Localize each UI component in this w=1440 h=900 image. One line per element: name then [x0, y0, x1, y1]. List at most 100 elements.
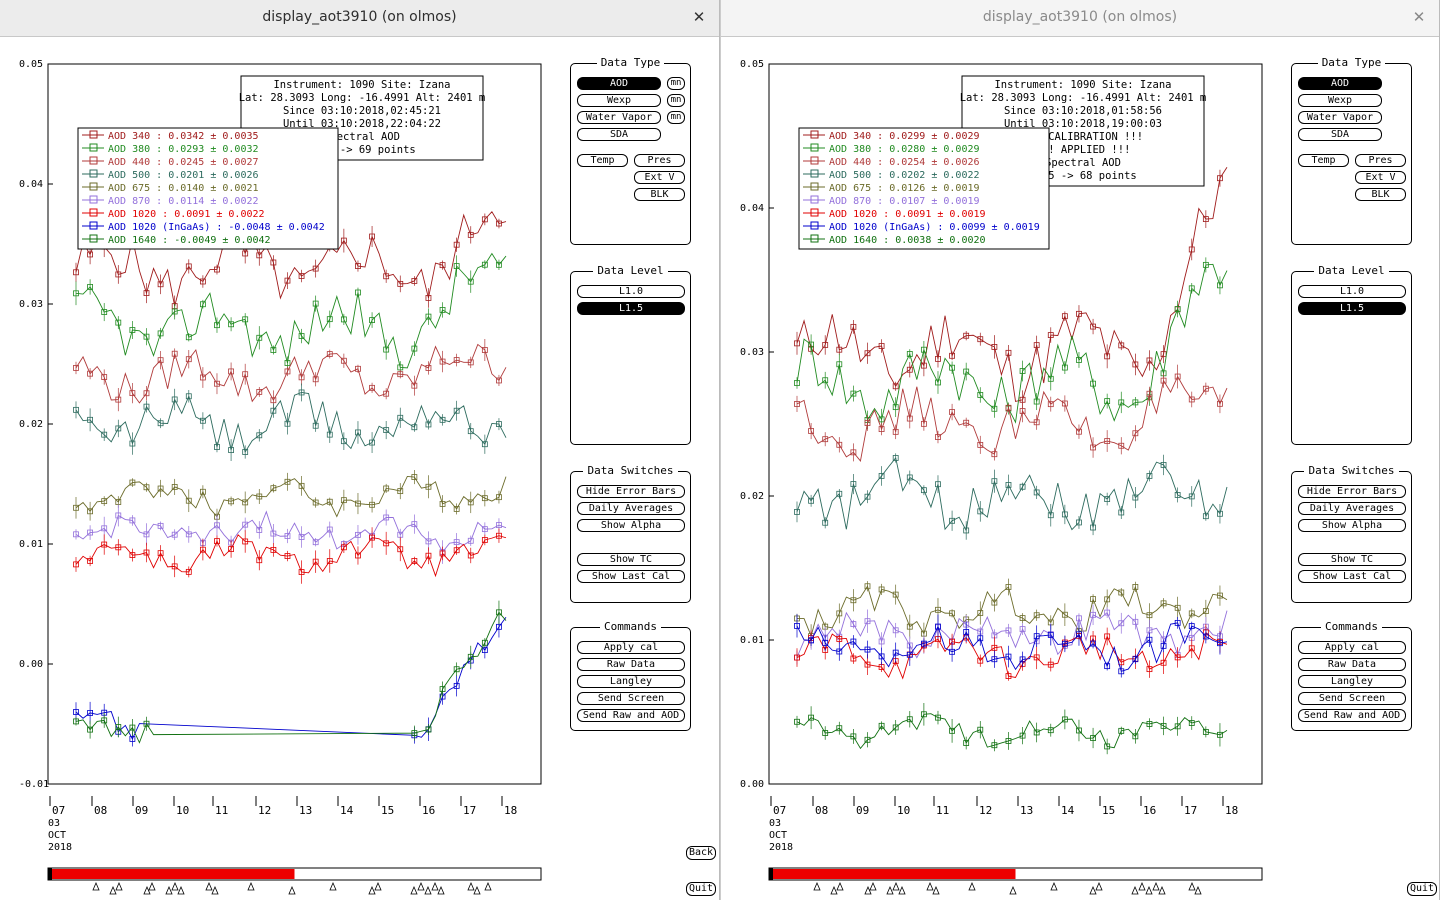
data-point [73, 709, 79, 715]
blk-button[interactable]: BLK [634, 188, 685, 201]
ext-v-button[interactable]: Ext V [1355, 171, 1406, 184]
triangle-marker-icon [1131, 885, 1139, 895]
data-point [892, 455, 899, 461]
send-raw-and-aod-button[interactable]: Send Raw and AOD [1298, 709, 1406, 722]
data-point [920, 362, 927, 369]
triangle-marker-icon [892, 881, 900, 891]
hide-error-bars-button[interactable]: Hide Error Bars [1298, 485, 1406, 498]
data-point [369, 439, 375, 446]
data-point [1076, 310, 1082, 317]
data-point [284, 368, 291, 375]
data-point [1146, 473, 1153, 479]
apply-cal-button[interactable]: Apply cal [1298, 641, 1406, 654]
legend-marker [810, 221, 819, 230]
data-point [935, 434, 941, 440]
x-tick-label: 16 [422, 804, 435, 817]
back-button[interactable]: Back [686, 846, 717, 860]
langley-button[interactable]: Langley [577, 675, 685, 688]
data-point [185, 263, 192, 270]
data-point [1188, 285, 1195, 292]
aod-mn-button[interactable]: mn [667, 77, 685, 90]
window-left: display_aot3910 (on olmos) ✕ 0.05 0.04 0.0… [0, 0, 720, 900]
data-point [425, 726, 432, 733]
l10-button[interactable]: L1.0 [1298, 285, 1406, 298]
quit-button[interactable]: Quit [686, 882, 717, 896]
data-point [73, 365, 79, 371]
raw-data-button[interactable]: Raw Data [1298, 658, 1406, 671]
water-vapor-button[interactable]: Water Vapor [1298, 111, 1382, 124]
series-line [796, 585, 1228, 638]
info-line: Spectral AOD [324, 131, 400, 143]
pres-button[interactable]: Pres [634, 154, 685, 167]
data-point [1160, 462, 1167, 468]
wexp-button[interactable]: Wexp [577, 94, 661, 107]
daily-averages-button[interactable]: Daily Averages [1298, 502, 1406, 515]
info-line: Until 03:10:2018,19:00:03 [1004, 118, 1162, 130]
apply-cal-button[interactable]: Apply cal [577, 641, 685, 654]
data-point [397, 414, 404, 421]
wexp-button[interactable]: Wexp [1298, 94, 1382, 107]
data-point [185, 531, 192, 538]
hide-error-bars-button[interactable]: Hide Error Bars [577, 485, 685, 498]
l10-button[interactable]: L1.0 [577, 285, 685, 298]
title-bar: display_aot3910 (on olmos) ✕ [0, 0, 719, 37]
data-point [1202, 216, 1209, 222]
temp-button[interactable]: Temp [577, 154, 628, 167]
sda-button[interactable]: SDA [577, 128, 661, 141]
triangle-marker-icon [431, 881, 439, 891]
pres-button[interactable]: Pres [1355, 154, 1406, 167]
send-screen-button[interactable]: Send Screen [577, 692, 685, 705]
data-point [340, 544, 347, 551]
data-point [808, 714, 814, 721]
blk-button[interactable]: BLK [1355, 188, 1406, 201]
sda-button[interactable]: SDA [1298, 128, 1382, 141]
data-point [481, 216, 488, 223]
data-point [850, 481, 857, 487]
show-alpha-button[interactable]: Show Alpha [1298, 519, 1406, 532]
show-tc-button[interactable]: Show TC [1298, 553, 1406, 566]
data-point [878, 586, 885, 593]
langley-button[interactable]: Langley [1298, 675, 1406, 688]
raw-data-button[interactable]: Raw Data [577, 658, 685, 671]
l15-button[interactable]: L1.5 [577, 302, 685, 315]
data-point [1160, 659, 1167, 666]
temp-button[interactable]: Temp [1298, 154, 1349, 167]
data-level-panel: Data Level L1.0 L1.5 [1291, 264, 1412, 445]
aod-button[interactable]: AOD [577, 77, 661, 90]
daily-averages-button[interactable]: Daily Averages [577, 502, 685, 515]
data-point [340, 497, 347, 504]
x-tick-label: 08 [94, 804, 107, 817]
x-tick-label: 16 [1143, 804, 1156, 817]
close-icon[interactable]: ✕ [1412, 8, 1426, 26]
send-screen-button[interactable]: Send Screen [1298, 692, 1406, 705]
legend-marker [810, 143, 819, 152]
series-line [796, 456, 1228, 532]
data-point [298, 273, 305, 279]
data-point [963, 368, 970, 375]
y-tick-label: 0.05 [740, 59, 764, 70]
data-point [991, 451, 998, 458]
close-icon[interactable]: ✕ [692, 8, 706, 26]
water-vapor-button[interactable]: Water Vapor [577, 111, 661, 124]
data-point [129, 736, 136, 742]
show-tc-button[interactable]: Show TC [577, 553, 685, 566]
show-last-cal-button[interactable]: Show Last Cal [1298, 570, 1406, 583]
show-last-cal-button[interactable]: Show Last Cal [577, 570, 685, 583]
data-point [87, 508, 93, 515]
progress-start [769, 868, 773, 880]
aod-plot: 0.05 0.04 0.03 0.02 0.01 0.00 -0.01 07 08 09 10 11 1… [19, 59, 542, 895]
quit-button[interactable]: Quit [1407, 882, 1438, 896]
data-point [73, 531, 79, 538]
aod-button[interactable]: AOD [1298, 77, 1382, 90]
title-bar: display_aot3910 (on olmos) ✕ [721, 0, 1439, 37]
wexp-mn-button[interactable]: mn [667, 94, 685, 107]
series-line [75, 510, 507, 553]
send-raw-and-aod-button[interactable]: Send Raw and AOD [577, 709, 685, 722]
triangle-marker-icon [1138, 881, 1146, 891]
l15-button[interactable]: L1.5 [1298, 302, 1406, 315]
ext-v-button[interactable]: Ext V [634, 171, 685, 184]
data-point [284, 478, 291, 485]
water-vapor-mn-button[interactable]: mn [667, 111, 685, 124]
triangle-marker-icon [813, 881, 821, 891]
show-alpha-button[interactable]: Show Alpha [577, 519, 685, 532]
